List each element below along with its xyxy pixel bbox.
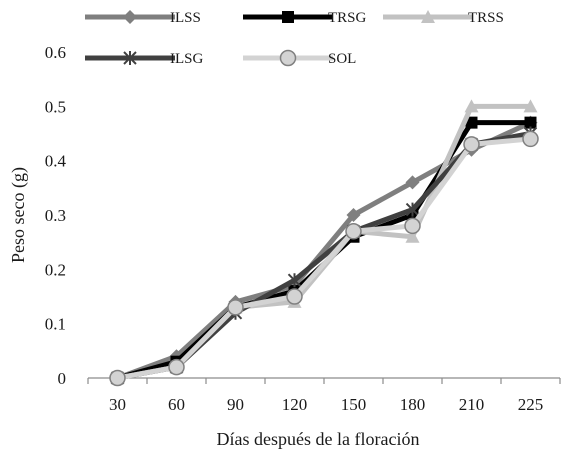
legend-label-trsg: TRSG xyxy=(328,10,367,26)
data-point-ilss xyxy=(346,208,361,222)
legend-label-ilsg: ILSG xyxy=(170,51,204,67)
legend-marker-trsg xyxy=(282,11,294,23)
series-sol xyxy=(109,130,539,387)
series-layer xyxy=(109,99,539,387)
y-tick-label: 0.1 xyxy=(45,315,66,334)
y-tick-label: 0.3 xyxy=(45,206,66,225)
legend-label-ilss: ILSS xyxy=(170,10,201,26)
series-ilss xyxy=(110,115,538,385)
data-point-sol xyxy=(168,358,185,376)
data-point-sol xyxy=(522,130,539,148)
x-tick-label: 60 xyxy=(168,395,185,414)
data-point-trsg xyxy=(524,116,537,129)
data-point-trss xyxy=(523,99,538,113)
legend: ILSS TRSG TRSS ILSG SOL xyxy=(85,10,504,67)
x-axis-title: Días después de la floración xyxy=(217,429,420,449)
series-ilsg xyxy=(110,126,538,385)
legend-label-trss: TRSS xyxy=(468,10,504,26)
x-tick-label: 90 xyxy=(227,395,244,414)
legend-item-ilsg: ILSG xyxy=(85,51,204,67)
data-point-sol xyxy=(463,136,480,153)
legend-marker-ilsg xyxy=(123,51,137,65)
x-tick-label: 225 xyxy=(518,395,544,414)
series-line-ilss xyxy=(116,120,532,381)
x-tick-label: 150 xyxy=(341,395,367,414)
legend-item-trsg: TRSG xyxy=(243,10,367,26)
data-point-sol xyxy=(227,299,244,316)
x-axis: 30 60 90 120 150 180 210 225 xyxy=(87,377,561,414)
x-tick-label: 30 xyxy=(109,395,126,414)
y-axis-title: Peso seco (g) xyxy=(8,167,29,263)
legend-marker-sol xyxy=(279,49,297,67)
data-point-ilsg xyxy=(405,202,420,217)
data-point-trss xyxy=(405,229,420,243)
y-axis: 0 0.1 0.2 0.3 0.4 0.5 0.6 xyxy=(45,43,67,388)
data-point-trsg xyxy=(465,116,478,129)
data-point-sol xyxy=(404,217,421,235)
x-tick-label: 120 xyxy=(282,395,308,414)
legend-item-trss: TRSS xyxy=(383,10,504,26)
legend-marker-ilss xyxy=(123,10,137,24)
data-point-trss xyxy=(464,99,479,113)
legend-label-sol: SOL xyxy=(328,51,356,67)
y-tick-label: 0.6 xyxy=(45,43,66,62)
series-line-sol xyxy=(117,136,531,381)
y-tick-label: 0.4 xyxy=(45,152,67,171)
y-tick-label: 0.2 xyxy=(45,260,66,279)
data-point-sol xyxy=(345,223,362,240)
data-point-ilss xyxy=(405,175,420,190)
data-point-sol xyxy=(286,288,303,305)
x-tick-label: 180 xyxy=(400,395,426,414)
series-line-ilsg xyxy=(117,131,531,381)
data-point-sol xyxy=(109,369,126,387)
legend-item-sol: SOL xyxy=(243,49,356,67)
x-tick-label: 210 xyxy=(459,395,485,414)
legend-marker-trss xyxy=(421,10,435,23)
data-point-ilsg xyxy=(287,273,302,288)
y-tick-label: 0 xyxy=(58,369,67,388)
legend-item-ilss: ILSS xyxy=(85,10,201,26)
y-tick-label: 0.5 xyxy=(45,97,66,116)
